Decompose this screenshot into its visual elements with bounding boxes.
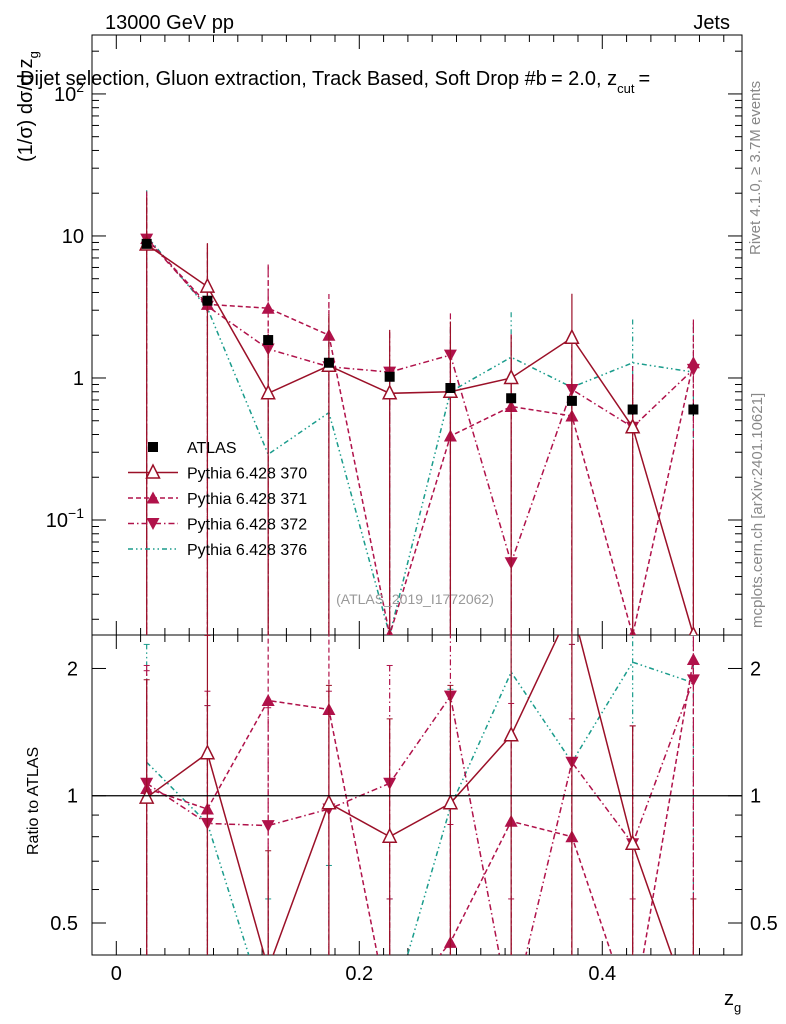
ratio-point-p370	[138, 788, 155, 804]
ratio-tick-label-left: 2	[67, 658, 78, 680]
header-right: Jets	[693, 12, 730, 34]
analysis-watermark: (ATLAS_2019_I1772062)	[336, 591, 494, 607]
data-point-p370	[199, 277, 216, 293]
ratio-point-p370	[503, 726, 519, 742]
ratio-series-p376	[143, 635, 695, 955]
mcplots-label: mcplots.cern.ch [arXiv:2401.10621]	[749, 393, 766, 628]
data-point-p371	[686, 356, 700, 369]
data-point-p370	[503, 368, 519, 385]
ratio-point-p371	[686, 653, 700, 666]
rivet-label: Rivet 4.1.0, ≥ 3.7M events	[747, 81, 764, 255]
data-point-atlas	[445, 383, 456, 394]
main-panel: 10−1 1 10 102	[46, 35, 742, 955]
y-tick-label: 1	[73, 368, 84, 390]
legend-label: Pythia 6.428 371	[187, 491, 307, 508]
legend-entry-p372: Pythia 6.428 372	[128, 517, 307, 534]
legend-entry-atlas: ATLAS	[148, 440, 237, 457]
ylabel-main: (1/σ) dσ/d zg	[15, 51, 41, 162]
series-line-p376	[146, 235, 694, 635]
ratio-tick-label-right: 2	[750, 658, 761, 680]
legend-entry-p376: Pythia 6.428 376	[128, 542, 307, 559]
series-line-p370	[146, 243, 695, 635]
legend-marker	[145, 463, 161, 479]
data-point-atlas	[263, 335, 274, 346]
legend-label: Pythia 6.428 372	[187, 517, 307, 534]
data-point-atlas	[627, 404, 638, 415]
legend-entry-p371: Pythia 6.428 371	[128, 491, 307, 508]
data-point-p371	[261, 301, 275, 314]
ratio-line-p372	[146, 679, 695, 955]
legend-marker	[146, 491, 160, 504]
plot-title: Dijet selection, Gluon extraction, Track…	[20, 68, 650, 96]
x-tick-label: 0	[111, 963, 122, 985]
legend: ATLAS Pythia 6.428 370 Pythia 6.428 371 Pyt…	[128, 440, 307, 559]
ratio-point-p371	[261, 693, 275, 706]
ratio-panel-frame	[91, 634, 743, 956]
data-point-atlas	[506, 393, 517, 404]
x-tick-label: 0.2	[345, 963, 373, 985]
data-point-atlas	[202, 295, 213, 306]
legend-marker	[148, 442, 158, 452]
data-point-atlas	[384, 371, 395, 382]
ratio-tick-label-right: 1	[750, 786, 761, 808]
ratio-point-p370	[199, 744, 216, 760]
series-atlas	[141, 238, 699, 416]
ratio-point-p370	[624, 834, 641, 850]
series-line-p371	[146, 237, 695, 635]
main-plot-area	[138, 190, 700, 635]
ratio-point-p372	[505, 1011, 518, 1023]
ratio-panel: 0 0.2 0.4 0.5 0.5 1 1 2 2	[50, 635, 778, 1023]
ratio-point-p370	[321, 794, 337, 810]
ratio-point-p370	[262, 961, 275, 974]
legend-marker	[146, 518, 160, 530]
ratio-tick-label-right: 0.5	[750, 913, 778, 935]
data-point-atlas	[688, 404, 699, 415]
y-tick-label: 102	[54, 79, 84, 106]
ratio-point-p370	[381, 827, 398, 843]
series-p372	[140, 194, 700, 635]
data-point-p370	[624, 418, 641, 434]
x-tick-label: 0.4	[588, 963, 616, 985]
header-left: 13000 GeV pp	[105, 12, 234, 34]
data-point-p370	[381, 384, 398, 400]
ratio-line-p370	[146, 635, 673, 955]
ratio-point-p370	[442, 794, 459, 810]
series-p376	[146, 190, 695, 635]
data-point-atlas	[323, 357, 334, 368]
ratio-point-p371	[626, 1010, 639, 1022]
series-p370	[138, 197, 698, 635]
legend-entry-p370: Pythia 6.428 370	[128, 463, 307, 483]
ratio-point-p371	[383, 1010, 396, 1022]
y-tick-label: 10	[62, 226, 84, 248]
series-p371	[140, 191, 700, 635]
legend-label: Pythia 6.428 376	[187, 542, 307, 559]
ratio-tick-label-left: 1	[67, 786, 78, 808]
ylabel-ratio: Ratio to ATLAS	[25, 747, 42, 855]
legend-label: Pythia 6.428 370	[187, 466, 307, 483]
data-point-atlas	[141, 238, 152, 249]
ratio-line-p371	[146, 659, 695, 955]
ratio-series-p370	[138, 635, 700, 1022]
ratio-tick-label-left: 0.5	[50, 913, 78, 935]
ratio-point-p370	[687, 1009, 700, 1022]
data-point-atlas	[566, 395, 577, 406]
ratio-series-p372	[140, 635, 700, 1023]
legend-label: ATLAS	[187, 440, 237, 457]
y-tick-label: 10−1	[46, 505, 84, 532]
data-point-p370	[688, 625, 698, 635]
data-point-p370	[564, 328, 580, 344]
ratio-plot-area	[138, 635, 700, 1023]
series-line-p372	[146, 238, 694, 566]
data-point-p370	[260, 384, 276, 400]
ratio-line-p376	[146, 661, 694, 955]
xlabel: zg	[724, 988, 741, 1015]
